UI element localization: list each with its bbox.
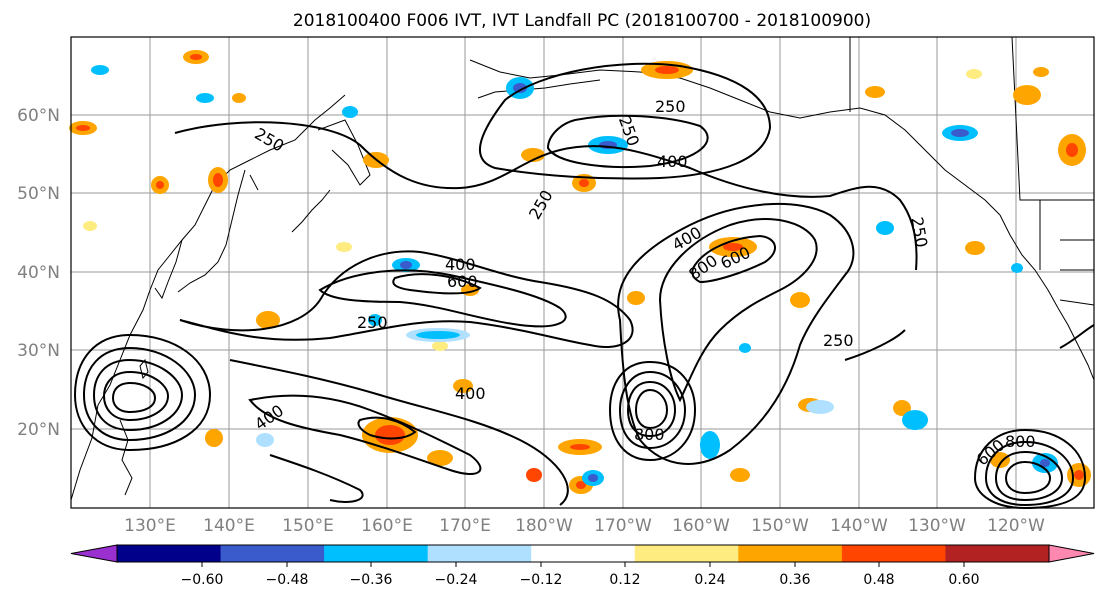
coastline-philippines (119, 419, 133, 496)
lon-label: 140°W (830, 516, 888, 536)
lat-label: 40°N (17, 263, 60, 283)
cyclone-central-rings (608, 360, 697, 462)
colorbar-frame (116, 544, 1050, 563)
coastline-taiwan (139, 358, 149, 380)
lon-label: 150°E (282, 516, 334, 536)
contour-label: 800 (634, 425, 665, 444)
contour-250-central (179, 250, 634, 348)
coastline-north-america-west (999, 214, 1095, 381)
colorbar-ticks (201, 562, 965, 567)
colorbar-tick-label: −0.12 (520, 572, 563, 588)
colorbar-tick-label: 0.36 (779, 572, 810, 588)
contour-label: 400 (657, 152, 688, 171)
lon-label: 140°E (203, 516, 255, 536)
colorbar-swatch (427, 545, 532, 562)
figure-title: 2018100400 F006 IVT, IVT Landfall PC (20… (293, 11, 871, 31)
contour-250-south (229, 359, 569, 506)
colorbar-tick-label: −0.24 (435, 572, 478, 588)
lon-label: 120°W (987, 516, 1045, 536)
contour-400-central (318, 269, 567, 328)
lat-labels: 60°N 50°N 40°N 30°N 20°N (17, 106, 60, 440)
contour-label: 400 (455, 384, 486, 403)
lon-label: 170°W (594, 516, 652, 536)
gridlines (71, 37, 1094, 508)
positive-anomalies (69, 50, 1091, 494)
colorbar-swatch (531, 545, 636, 562)
contour-600-trough (691, 234, 776, 284)
map-frame (70, 36, 1095, 509)
lon-label: 170°E (439, 516, 491, 536)
colorbar: −0.60 −0.48 −0.36 −0.24 −0.12 0.12 0.24 … (70, 544, 1095, 588)
colorbar-swatch (945, 545, 1050, 562)
colorbar-tick-label: −0.60 (181, 572, 224, 588)
contour-label: 400 (445, 255, 476, 274)
lon-label: 160°W (672, 516, 730, 536)
cyclone-west-rings (73, 333, 212, 452)
lat-label: 20°N (17, 420, 60, 440)
colorbar-tick-labels: −0.60 −0.48 −0.36 −0.24 −0.12 0.12 0.24 … (181, 572, 980, 588)
colorbar-swatch (324, 545, 429, 562)
colorbar-swatch (634, 545, 739, 562)
contour-250-east (844, 324, 1095, 361)
lon-label: 150°W (751, 516, 809, 536)
colorbar-tick-label: −0.48 (266, 572, 309, 588)
coastline-kurils (291, 189, 331, 233)
colorbar-tick-label: 0.60 (948, 572, 979, 588)
colorbar-swatch (117, 545, 222, 562)
contour-600-south (357, 416, 417, 440)
lat-label: 60°N (17, 106, 60, 126)
colorbar-tick-label: 0.12 (609, 572, 640, 588)
map-panel: 250 250 250 250 250 250 250 400 400 400 … (69, 36, 1095, 510)
contour-label: 800 (1005, 432, 1036, 451)
contour-400-arctic (546, 114, 709, 169)
coastline-kamchatka (317, 119, 371, 186)
contour-250-trough (617, 202, 855, 465)
contour-label: 600 (447, 272, 478, 291)
coastline-korea (154, 239, 183, 300)
coastline-japan (177, 169, 259, 293)
colorbar-extend-high (1048, 544, 1095, 563)
colorbar-extend-low (70, 544, 118, 563)
colorbar-tick-label: 0.48 (863, 572, 894, 588)
contour-labels: 250 250 250 250 250 250 250 400 400 400 … (251, 97, 1035, 469)
lon-label: 130°E (124, 516, 176, 536)
lat-label: 50°N (17, 184, 60, 204)
colorbar-tick-label: −0.36 (350, 572, 393, 588)
colorbar-swatch (220, 545, 325, 562)
state-borders (1039, 200, 1095, 306)
colorbar-tick-label: 0.24 (694, 572, 725, 588)
contour-400-trough (658, 218, 818, 403)
contour-250-arctic (478, 62, 772, 180)
colorbar-swatch (841, 545, 946, 562)
contour-250-southwest (269, 454, 364, 503)
contour-label: 250 (655, 97, 686, 116)
contour-600-central (392, 273, 482, 295)
contour-400-south (248, 394, 482, 475)
coastline-alaska (469, 59, 1001, 216)
colorbar-swatch (738, 545, 843, 562)
lon-labels: 130°E 140°E 150°E 160°E 170°E 180°W 170°… (124, 516, 1045, 536)
lon-label: 130°W (908, 516, 966, 536)
colorbar-swatches (70, 544, 1095, 563)
contour-label: 250 (823, 331, 854, 350)
lon-label: 180°W (515, 516, 573, 536)
lon-label: 160°E (361, 516, 413, 536)
contour-250-north (174, 121, 918, 271)
lat-label: 30°N (17, 341, 60, 361)
contour-label: 250 (357, 313, 388, 332)
